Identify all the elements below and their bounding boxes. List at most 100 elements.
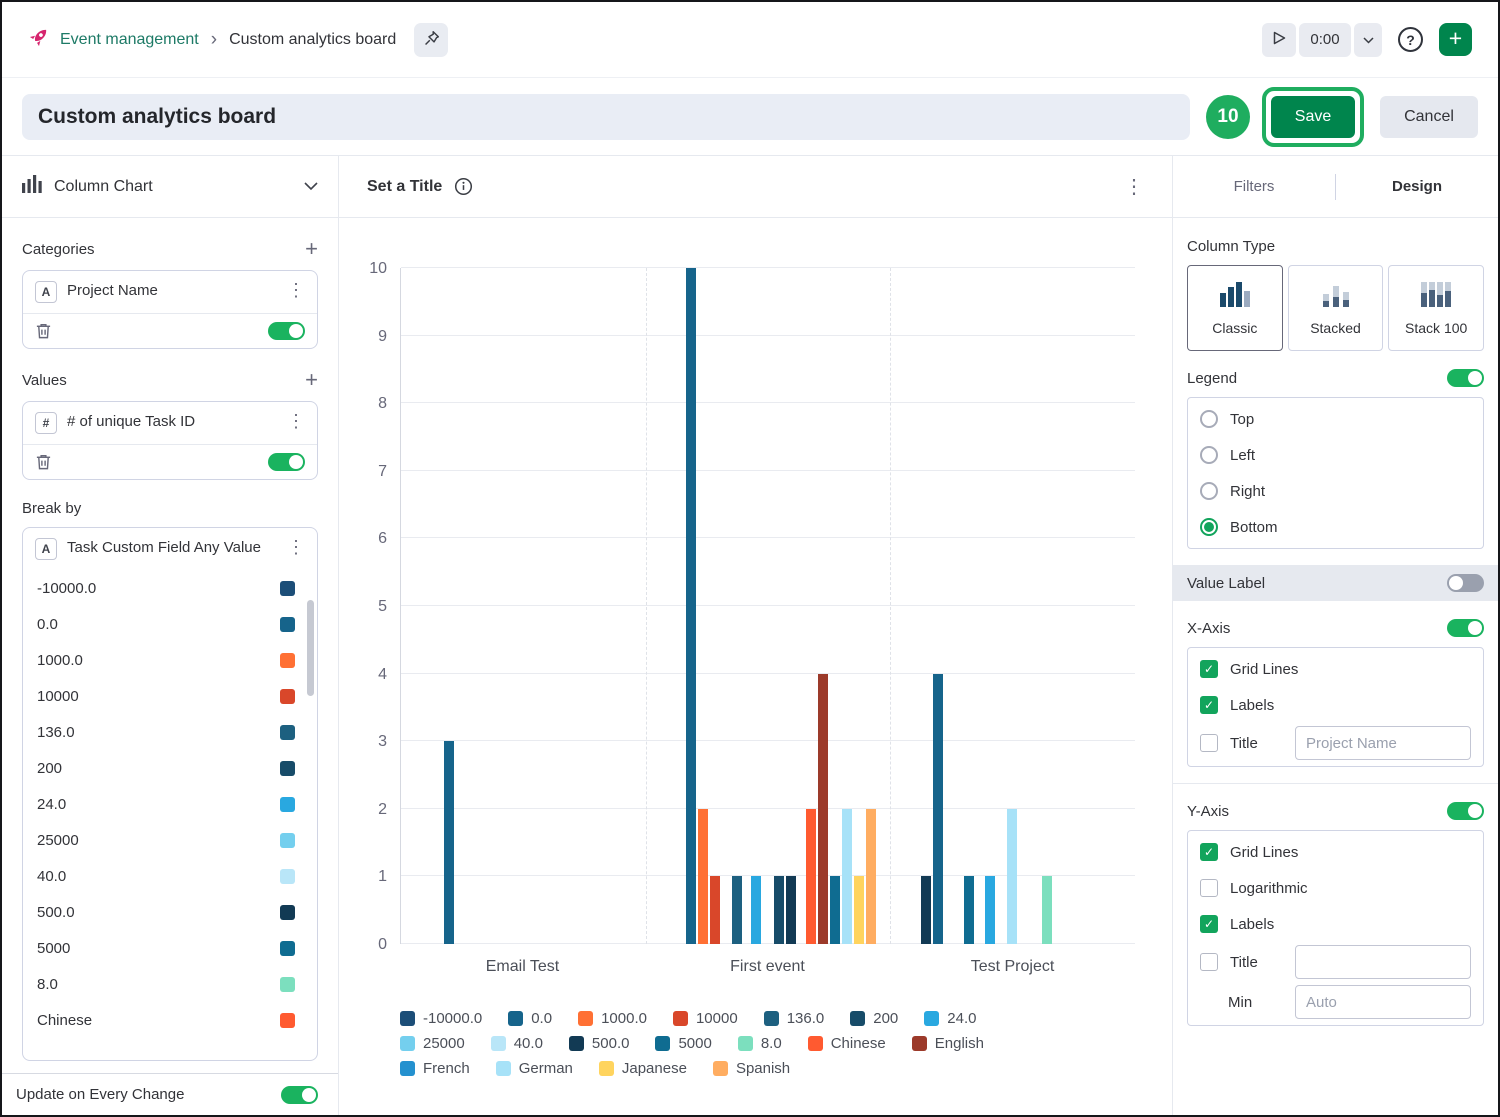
- legend-item: 40.0: [490, 1035, 543, 1052]
- column-type-classic[interactable]: Classic: [1187, 265, 1283, 351]
- axis-title-input[interactable]: [1295, 945, 1471, 979]
- chart-bar: [1042, 876, 1052, 944]
- legend-label: 136.0: [786, 1010, 825, 1027]
- top-bar-actions: 0:00 ? +: [1262, 22, 1472, 57]
- timer-dropdown-button[interactable]: [1354, 22, 1382, 57]
- plus-icon: +: [1448, 25, 1463, 51]
- y-axis-tick: 10: [369, 260, 387, 277]
- y-axis-toggle[interactable]: [1447, 802, 1484, 820]
- category-toggle[interactable]: [268, 322, 305, 340]
- chart-bar: [921, 876, 931, 944]
- x-axis-toggle[interactable]: [1447, 619, 1484, 637]
- break-by-value-label: 1000.0: [37, 651, 83, 669]
- radio-button[interactable]: [1200, 410, 1218, 428]
- legend-item: 5000: [655, 1035, 712, 1052]
- checkbox[interactable]: [1200, 734, 1218, 752]
- checkbox[interactable]: [1200, 879, 1218, 897]
- legend-row: -10000.0 0.0 1000.0 10000 136.0 200 24.0: [400, 1010, 984, 1027]
- question-icon: ?: [1398, 27, 1423, 52]
- tab-filters[interactable]: Filters: [1233, 178, 1275, 195]
- checkbox[interactable]: ✓: [1200, 915, 1218, 933]
- column-type-stack-100[interactable]: Stack 100: [1388, 265, 1485, 351]
- chart-area: 0 1 2 3 4 5 6 7 8 9 10 Email Test First event Test P…: [339, 218, 1172, 1115]
- bar-group: [921, 673, 1054, 944]
- scrollbar-thumb[interactable]: [307, 600, 314, 696]
- y-axis-tick: 4: [378, 665, 387, 683]
- value-label-label: Value Label: [1187, 574, 1266, 592]
- tab-design[interactable]: Design: [1391, 178, 1442, 195]
- min-value-input[interactable]: [1295, 985, 1471, 1019]
- trash-icon[interactable]: [35, 322, 52, 340]
- y-axis-tick: 6: [378, 530, 387, 548]
- checkbox[interactable]: [1200, 953, 1218, 971]
- legend-swatch: [655, 1036, 671, 1051]
- legend-swatch: [400, 1036, 415, 1051]
- cancel-button[interactable]: Cancel: [1380, 95, 1478, 138]
- column-type-stacked[interactable]: Stacked: [1287, 265, 1384, 351]
- chevron-down-icon: [1362, 31, 1374, 48]
- y-axis-tick: 1: [378, 868, 387, 886]
- radio-button[interactable]: [1200, 482, 1218, 500]
- trash-icon[interactable]: [35, 453, 52, 471]
- legend-position-option[interactable]: Right: [1188, 473, 1483, 509]
- gridline: [401, 402, 1135, 404]
- chart-bar: [842, 808, 852, 944]
- radio-button[interactable]: [1200, 446, 1218, 464]
- legend-label: 40.0: [513, 1035, 543, 1052]
- chart-legend: -10000.0 0.0 1000.0 10000 136.0 200 24.0 25000 4…: [400, 1010, 984, 1077]
- legend-item: -10000.0: [400, 1010, 482, 1027]
- radio-label: Bottom: [1230, 518, 1278, 536]
- legend-swatch: [490, 1036, 506, 1051]
- gridline: [401, 469, 1135, 471]
- color-swatch: [280, 760, 295, 776]
- color-swatch: [280, 976, 295, 992]
- kebab-menu-icon[interactable]: ⋮: [287, 411, 305, 431]
- break-by-value-row: 0.0: [23, 606, 317, 642]
- timer-display: 0:00: [1299, 22, 1351, 57]
- chart-title-input[interactable]: Set a Title: [367, 177, 443, 195]
- color-swatch: [280, 616, 295, 632]
- legend-position-option[interactable]: Top: [1188, 401, 1483, 437]
- axis-title-input[interactable]: [1295, 726, 1471, 760]
- value-label-toggle[interactable]: [1447, 574, 1484, 592]
- legend-item: German: [495, 1060, 573, 1077]
- add-button[interactable]: +: [1439, 23, 1472, 56]
- chart-bar: [444, 741, 454, 944]
- kebab-menu-icon[interactable]: ⋮: [287, 537, 305, 557]
- save-button[interactable]: Save: [1271, 95, 1355, 138]
- legend-toggle[interactable]: [1447, 369, 1484, 387]
- checkbox-label: Grid Lines: [1230, 660, 1299, 678]
- pin-button[interactable]: [414, 22, 449, 57]
- add-value-button[interactable]: +: [305, 367, 318, 392]
- chart-type-selector[interactable]: Column Chart: [2, 156, 338, 218]
- checkbox[interactable]: ✓: [1200, 843, 1218, 861]
- breadcrumb-app-link[interactable]: Event management: [60, 30, 199, 48]
- chart-plot: 0 1 2 3 4 5 6 7 8 9 10: [369, 260, 1135, 953]
- checkbox[interactable]: ✓: [1200, 660, 1218, 678]
- break-by-value-row: 25000: [23, 822, 317, 858]
- help-button[interactable]: ?: [1398, 27, 1423, 52]
- legend-position-option[interactable]: Left: [1188, 437, 1483, 473]
- play-button[interactable]: [1262, 22, 1296, 57]
- update-on-change-toggle[interactable]: [281, 1085, 318, 1104]
- break-by-list: -10000.0 0.0 1000.0 10000 136.0 200 24.0 25000 4…: [23, 570, 317, 1038]
- categories-label: Categories: [22, 240, 95, 258]
- checkbox[interactable]: ✓: [1200, 696, 1218, 714]
- stacked-chart-icon: [1319, 281, 1353, 311]
- legend-item: Chinese: [807, 1035, 886, 1052]
- chart-bar: [786, 876, 796, 944]
- value-toggle[interactable]: [268, 453, 305, 471]
- column-type-options: Classic Stacked Stack 100: [1187, 265, 1485, 351]
- color-swatch: [280, 688, 295, 704]
- legend-label: English: [934, 1035, 984, 1052]
- legend-position-option[interactable]: Bottom: [1188, 509, 1483, 545]
- add-category-button[interactable]: +: [305, 236, 318, 261]
- legend-swatch: [508, 1011, 524, 1026]
- checkbox-label: Title: [1230, 734, 1258, 752]
- break-by-card: A Task Custom Field Any Value ⋮ -10000.0…: [22, 527, 318, 1061]
- kebab-menu-icon[interactable]: ⋮: [287, 280, 305, 300]
- board-title-input[interactable]: Custom analytics board: [22, 93, 1190, 140]
- radio-button[interactable]: [1200, 518, 1218, 536]
- chart-menu-icon[interactable]: ⋮: [1124, 175, 1144, 198]
- column-chart-icon: [22, 175, 42, 198]
